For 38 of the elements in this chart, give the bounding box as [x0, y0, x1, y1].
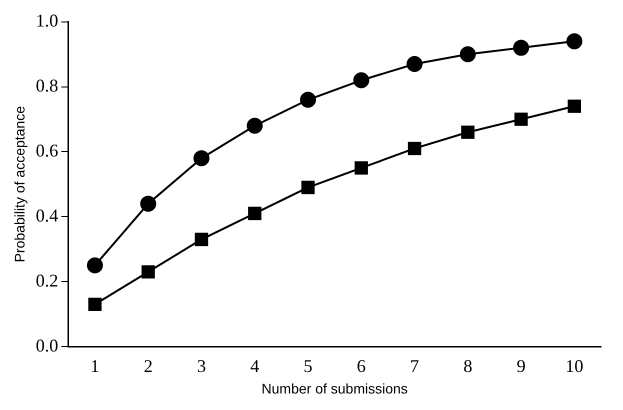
y-tick-label: 0.4 — [36, 205, 58, 226]
y-tick-label: 0.8 — [36, 75, 58, 96]
point — [140, 196, 156, 212]
point — [248, 206, 262, 220]
point — [86, 257, 103, 274]
point — [88, 298, 102, 312]
x-tick-label: 10 — [565, 356, 584, 376]
x-tick-label: 4 — [250, 356, 260, 376]
x-tick-label: 5 — [304, 356, 313, 376]
point — [300, 92, 316, 108]
y-tick-label: 0.0 — [36, 335, 58, 356]
point — [514, 112, 528, 126]
point — [353, 72, 370, 88]
point — [406, 56, 423, 72]
y-tick-label: 0.6 — [36, 140, 58, 160]
y-axis-title: Probability of acceptance — [11, 106, 28, 262]
point — [568, 100, 582, 113]
x-tick-label: 3 — [196, 356, 206, 376]
point — [301, 180, 315, 194]
point — [354, 161, 368, 175]
x-axis-title: Number of submissions — [262, 380, 408, 396]
x-tick-label: 6 — [356, 356, 366, 376]
point — [513, 40, 530, 56]
point — [408, 142, 422, 156]
point — [460, 46, 476, 62]
x-tick-label: 2 — [144, 356, 153, 376]
x-tick-label: 8 — [463, 356, 472, 376]
point — [461, 126, 474, 139]
point — [246, 118, 263, 134]
y-tick-label: 1.0 — [36, 10, 58, 31]
x-tick-label: 1 — [90, 356, 100, 376]
y-tick-label: 0.2 — [36, 270, 58, 290]
x-tick-label: 9 — [516, 356, 526, 376]
point — [566, 33, 582, 50]
x-tick-label: 7 — [410, 356, 420, 376]
point — [142, 265, 155, 279]
point — [194, 232, 208, 246]
point — [193, 150, 210, 166]
